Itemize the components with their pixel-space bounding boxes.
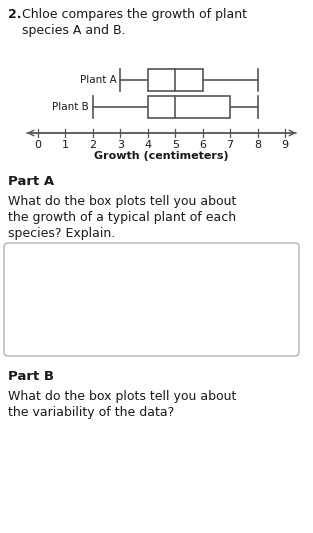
Text: 4: 4: [144, 140, 151, 150]
Text: What do the box plots tell you about: What do the box plots tell you about: [8, 195, 236, 208]
Text: 5: 5: [172, 140, 179, 150]
Text: the variability of the data?: the variability of the data?: [8, 406, 174, 419]
Bar: [148, 96, 230, 118]
Text: Chloe compares the growth of plant: Chloe compares the growth of plant: [22, 8, 247, 21]
Text: Plant B: Plant B: [52, 102, 89, 112]
Text: species A and B.: species A and B.: [22, 24, 126, 37]
Text: Plant A: Plant A: [80, 75, 116, 85]
Text: 8: 8: [254, 140, 261, 150]
FancyBboxPatch shape: [4, 243, 299, 356]
Text: 7: 7: [227, 140, 234, 150]
Bar: [148, 69, 203, 91]
Text: the growth of a typical plant of each: the growth of a typical plant of each: [8, 211, 236, 224]
Text: species? Explain.: species? Explain.: [8, 227, 115, 240]
Text: 6: 6: [199, 140, 206, 150]
Text: Part B: Part B: [8, 370, 54, 383]
Text: 9: 9: [281, 140, 289, 150]
Text: Part A: Part A: [8, 175, 54, 188]
Text: 3: 3: [117, 140, 124, 150]
Text: Growth (centimeters): Growth (centimeters): [94, 151, 229, 161]
Text: 2.: 2.: [8, 8, 22, 21]
Text: What do the box plots tell you about: What do the box plots tell you about: [8, 390, 236, 403]
Text: 2: 2: [89, 140, 96, 150]
Text: 0: 0: [34, 140, 42, 150]
Text: 1: 1: [62, 140, 69, 150]
